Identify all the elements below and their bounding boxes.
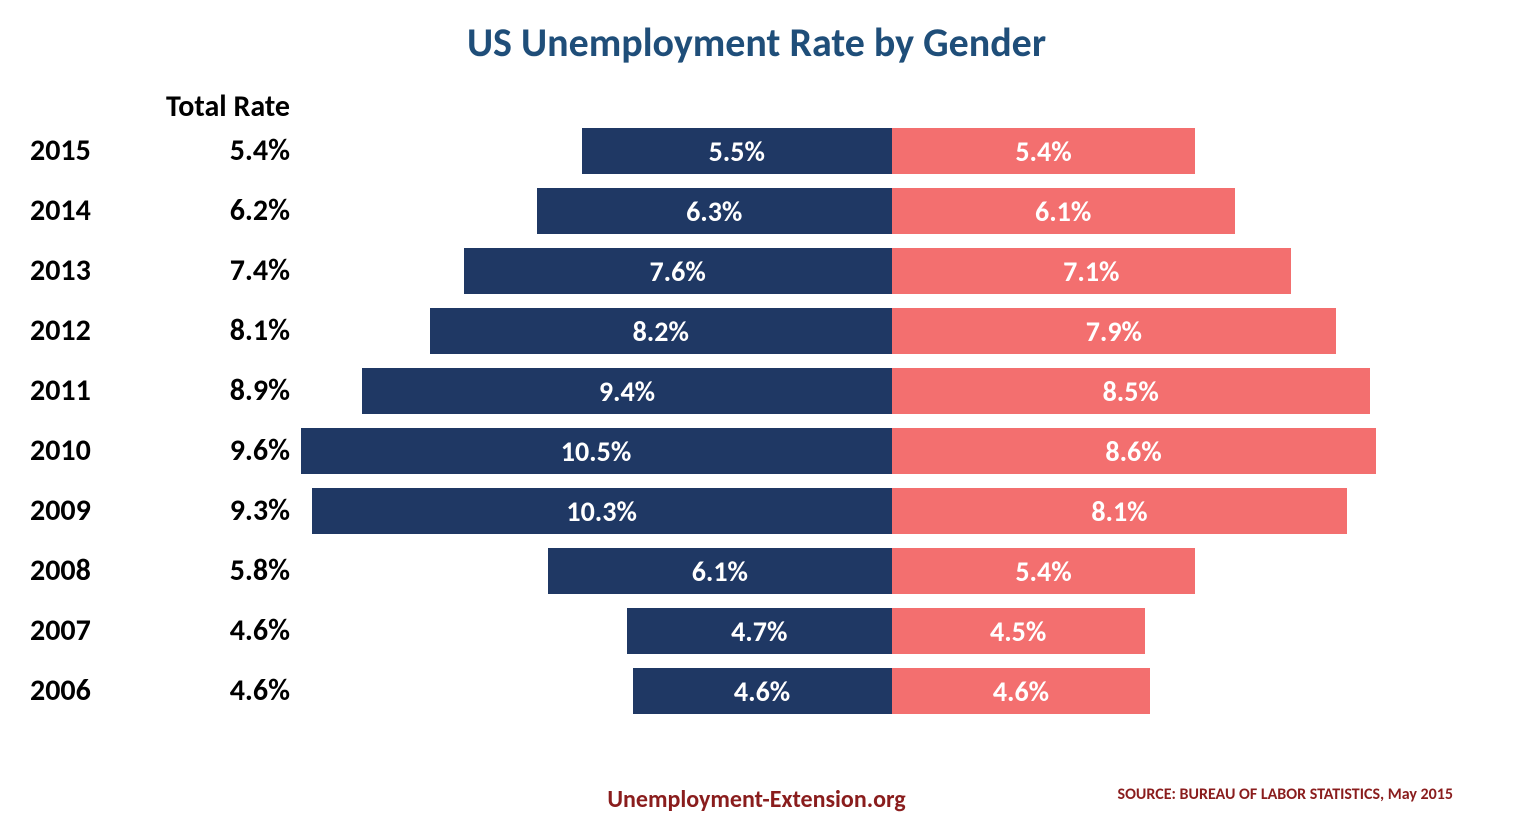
chart-rows: 20155.4%5.5%5.4%20146.2%6.3%6.1%20137.4%… <box>0 128 1513 728</box>
chart-row: 20085.8% 6.1% 5.4% <box>0 548 1513 594</box>
female-bar-value: 8.6% <box>1105 434 1161 469</box>
male-bar-value: 7.6% <box>649 254 705 289</box>
male-bar: 5.5% <box>582 128 892 174</box>
total-rate-value: 5.4% <box>130 128 290 174</box>
male-bar: 8.2% <box>430 308 892 354</box>
female-bar-value: 5.4% <box>1015 134 1071 169</box>
chart-row: 20137.4% 7.6% 7.1% <box>0 248 1513 294</box>
total-rate-value: 8.9% <box>130 368 290 414</box>
year-label: 2014 <box>30 188 120 234</box>
total-rate-value: 8.1% <box>130 308 290 354</box>
chart-row: 20155.4%5.5%5.4% <box>0 128 1513 174</box>
chart-row: 20128.1% 8.2% 7.9% <box>0 308 1513 354</box>
male-bar-value: 6.3% <box>686 194 742 229</box>
female-bar: 5.4% <box>892 128 1196 174</box>
total-rate-value: 4.6% <box>130 668 290 714</box>
bar-area: 6.1% 5.4% <box>300 548 1483 594</box>
year-label: 2015 <box>30 128 120 174</box>
year-label: 2010 <box>30 428 120 474</box>
male-bar: 6.3% <box>537 188 892 234</box>
male-bar-value: 5.5% <box>709 134 765 169</box>
year-label: 2011 <box>30 368 120 414</box>
female-bar: 4.6% <box>892 668 1151 714</box>
year-label: 2012 <box>30 308 120 354</box>
chart-title: US Unemployment Rate by Gender <box>0 18 1513 67</box>
chart-row: 20074.6% 4.7% 4.5% <box>0 608 1513 654</box>
male-bar-value: 8.2% <box>633 314 689 349</box>
female-bar-value: 7.1% <box>1063 254 1119 289</box>
total-rate-header: Total Rate <box>60 88 290 125</box>
female-bar: 8.6% <box>892 428 1376 474</box>
male-bar-value: 4.7% <box>731 614 787 649</box>
bar-area: 6.3% 6.1% <box>300 188 1483 234</box>
bar-area: 4.6% 4.6% <box>300 668 1483 714</box>
bar-area: 4.7% 4.5% <box>300 608 1483 654</box>
female-bar-value: 7.9% <box>1086 314 1142 349</box>
total-rate-value: 9.3% <box>130 488 290 534</box>
male-bar: 9.4% <box>362 368 891 414</box>
male-bar: 10.5% <box>301 428 892 474</box>
chart-container: US Unemployment Rate by Gender Total Rat… <box>0 0 1513 815</box>
total-rate-value: 6.2% <box>130 188 290 234</box>
female-bar-value: 8.1% <box>1091 494 1147 529</box>
chart-row: 20099.3% 10.3% 8.1% <box>0 488 1513 534</box>
total-rate-value: 7.4% <box>130 248 290 294</box>
female-bar: 6.1% <box>892 188 1235 234</box>
male-bar: 4.7% <box>627 608 892 654</box>
bar-area: 5.5% 5.4% <box>300 128 1483 174</box>
female-bar-value: 8.5% <box>1103 374 1159 409</box>
year-label: 2006 <box>30 668 120 714</box>
male-bar: 7.6% <box>464 248 892 294</box>
chart-row: 20064.6%4.6%4.6% <box>0 668 1513 714</box>
source-label: SOURCE: BUREAU OF LABOR STATISTICS, May … <box>1118 785 1454 804</box>
female-bar-value: 4.5% <box>990 614 1046 649</box>
male-bar-value: 6.1% <box>692 554 748 589</box>
bar-area: 7.6% 7.1% <box>300 248 1483 294</box>
female-bar: 7.9% <box>892 308 1337 354</box>
female-bar-value: 5.4% <box>1015 554 1071 589</box>
male-bar: 10.3% <box>312 488 892 534</box>
female-bar: 4.5% <box>892 608 1145 654</box>
bar-area: 9.4% 8.5% <box>300 368 1483 414</box>
total-rate-value: 9.6% <box>130 428 290 474</box>
total-rate-value: 4.6% <box>130 608 290 654</box>
chart-row: 20146.2% 6.3% 6.1% <box>0 188 1513 234</box>
year-label: 2013 <box>30 248 120 294</box>
chart-row: 20118.9% 9.4% 8.5% <box>0 368 1513 414</box>
year-label: 2008 <box>30 548 120 594</box>
female-bar: 7.1% <box>892 248 1292 294</box>
male-bar: 4.6% <box>633 668 892 714</box>
female-bar: 8.5% <box>892 368 1370 414</box>
male-bar-value: 10.3% <box>566 494 636 529</box>
year-label: 2009 <box>30 488 120 534</box>
male-bar-value: 10.5% <box>561 434 631 469</box>
chart-row: 20109.6% 10.5% 8.6% <box>0 428 1513 474</box>
female-bar: 5.4% <box>892 548 1196 594</box>
bar-area: 8.2% 7.9% <box>300 308 1483 354</box>
female-bar-value: 6.1% <box>1035 194 1091 229</box>
female-bar-value: 4.6% <box>993 674 1049 709</box>
male-bar: 6.1% <box>548 548 891 594</box>
bar-area: 10.5% 8.6% <box>300 428 1483 474</box>
total-rate-value: 5.8% <box>130 548 290 594</box>
male-bar-value: 4.6% <box>734 674 790 709</box>
female-bar: 8.1% <box>892 488 1348 534</box>
male-bar-value: 9.4% <box>599 374 655 409</box>
year-label: 2007 <box>30 608 120 654</box>
bar-area: 10.3% 8.1% <box>300 488 1483 534</box>
